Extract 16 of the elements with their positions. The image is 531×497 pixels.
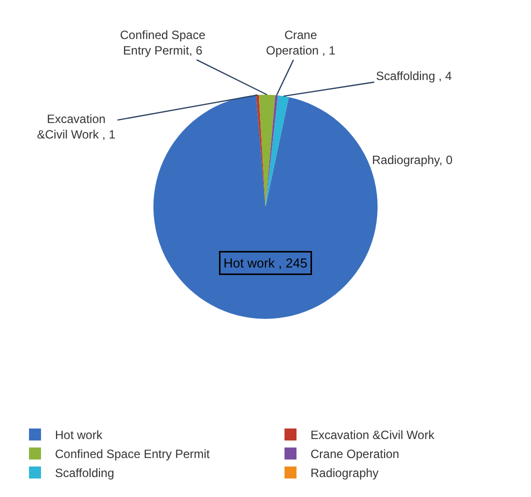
data-label: Scaffolding , 4 (376, 69, 452, 83)
pie-slice (266, 95, 278, 207)
legend-label: Confined Space Entry Permit (55, 447, 210, 462)
pie-slice (258, 94, 276, 207)
legend-label: Excavation &Civil Work (310, 428, 436, 442)
pie-slice (256, 94, 266, 207)
data-label: Crane Operation , 1 (266, 28, 336, 58)
legend-label: Crane Operation (310, 447, 400, 462)
pie-slice (266, 95, 289, 207)
data-label: Hot work , 245 (224, 256, 308, 270)
legend-label: Radiography (310, 466, 379, 480)
legend-label: Hot work (55, 428, 104, 442)
legend-label: Scaffolding (55, 466, 114, 480)
data-label: Confined Space Entry Permit, 6 (120, 28, 206, 58)
text: Radiography, 0 (372, 153, 452, 167)
data-label: Excavation &Civil Work , 1 (37, 112, 116, 142)
